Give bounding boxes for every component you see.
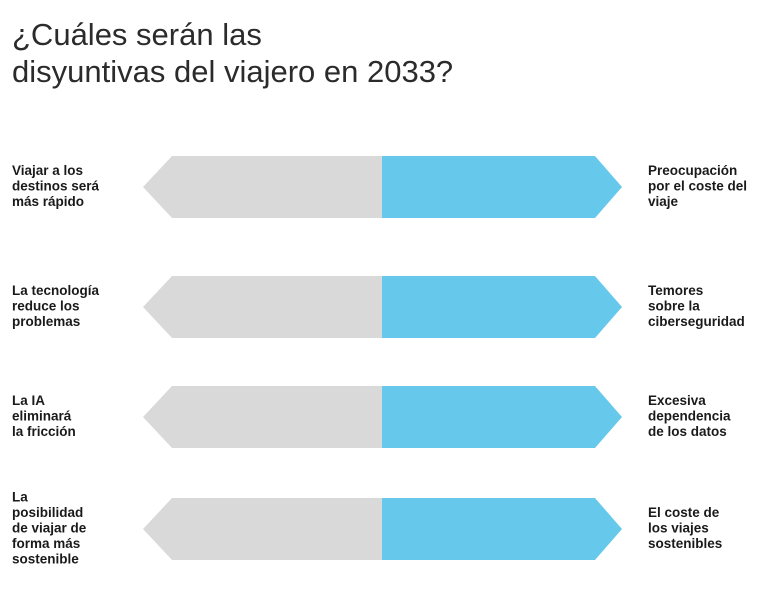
left-label: problemas bbox=[12, 314, 80, 329]
right-arrow bbox=[382, 276, 622, 338]
right-label: El coste de bbox=[648, 505, 720, 520]
left-label: eliminará bbox=[12, 409, 72, 424]
right-arrow bbox=[382, 498, 622, 560]
right-arrow bbox=[382, 156, 622, 218]
right-label: por el coste del bbox=[648, 179, 747, 194]
left-label: destinos será bbox=[12, 179, 100, 194]
left-arrow bbox=[143, 156, 382, 218]
left-label: forma más bbox=[12, 536, 80, 551]
left-arrow bbox=[143, 386, 382, 448]
right-label: sobre la bbox=[648, 299, 700, 314]
right-label: Excesiva bbox=[648, 393, 706, 408]
left-label: de viajar de bbox=[12, 521, 87, 536]
right-label: los viajes bbox=[648, 521, 709, 536]
left-label: sostenible bbox=[12, 552, 79, 567]
left-label: más rápido bbox=[12, 194, 84, 209]
left-arrow bbox=[143, 276, 382, 338]
right-label: sostenibles bbox=[648, 536, 722, 551]
left-label: reduce los bbox=[12, 299, 80, 314]
left-label: La IA bbox=[12, 393, 45, 408]
title-line: ¿Cuáles serán las bbox=[12, 17, 262, 52]
right-label: Temores bbox=[648, 283, 703, 298]
title-line: disyuntivas del viajero en 2033? bbox=[12, 54, 453, 89]
right-label: Preocupación bbox=[648, 163, 737, 178]
right-arrow bbox=[382, 386, 622, 448]
right-label: de los datos bbox=[648, 424, 727, 439]
right-label: dependencia bbox=[648, 409, 731, 424]
left-label: la fricción bbox=[12, 424, 76, 439]
left-arrow bbox=[143, 498, 382, 560]
left-label: Viajar a los bbox=[12, 163, 83, 178]
right-label: ciberseguridad bbox=[648, 314, 745, 329]
left-label: La bbox=[12, 490, 28, 505]
right-label: viaje bbox=[648, 194, 679, 209]
left-label: posibilidad bbox=[12, 505, 83, 520]
left-label: La tecnología bbox=[12, 283, 100, 298]
